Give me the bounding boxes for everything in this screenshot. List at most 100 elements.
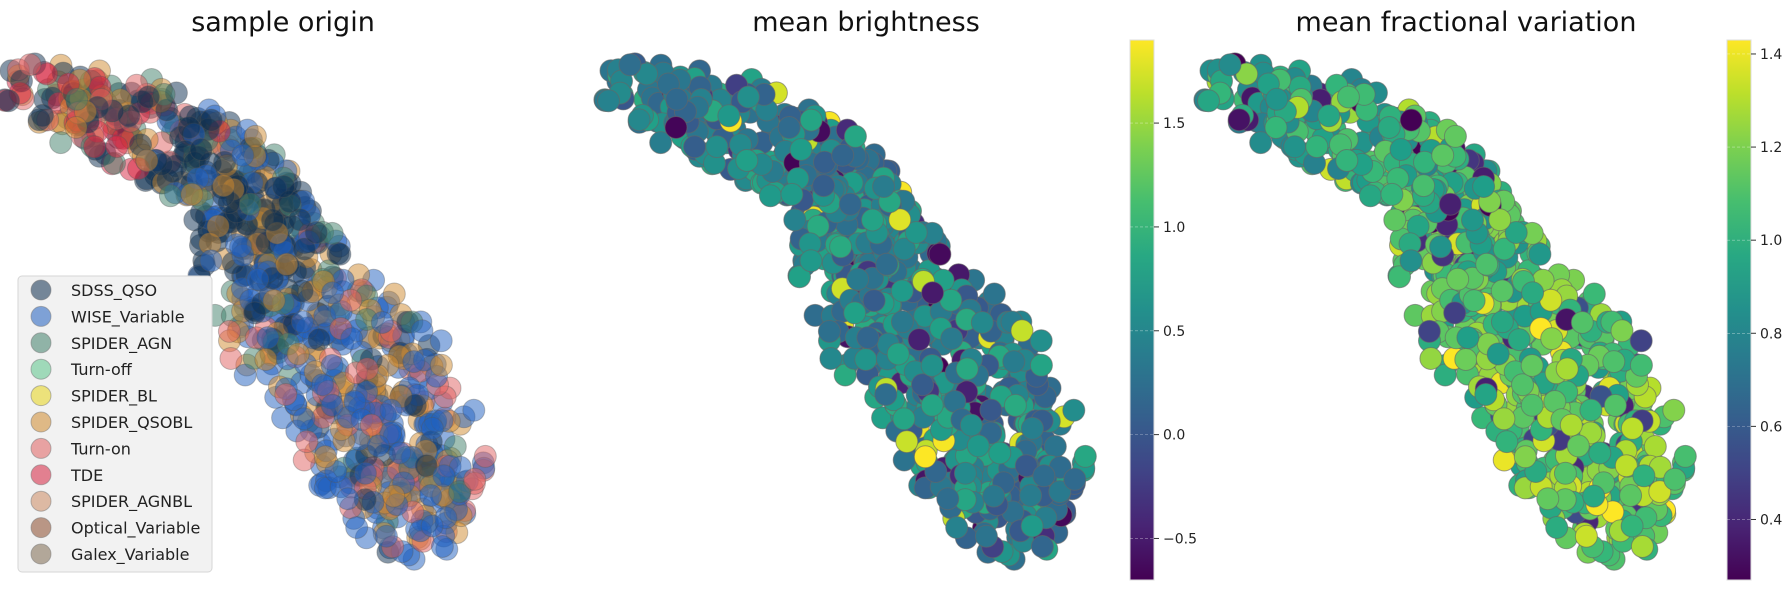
scatter-point bbox=[920, 393, 944, 417]
scatter-point bbox=[1511, 373, 1534, 397]
scatter-point bbox=[1540, 327, 1564, 351]
scatter-point bbox=[970, 311, 994, 334]
scatter-point bbox=[135, 149, 159, 172]
scatter-point bbox=[1648, 480, 1672, 504]
scatter-point bbox=[336, 487, 360, 511]
scatter-point bbox=[649, 131, 673, 155]
scatter-point bbox=[256, 326, 280, 350]
scatter-point bbox=[1643, 435, 1667, 458]
scatter-point bbox=[979, 398, 1003, 422]
scatter-point bbox=[1490, 310, 1514, 334]
scatter-point bbox=[1010, 319, 1034, 343]
scatter-point bbox=[838, 192, 862, 216]
colorbar-mean-fractional-variation: 0.4 0.6 0.8 1.0 1.2 1.4 bbox=[1726, 39, 1782, 581]
panel3-title: mean fractional variation bbox=[1296, 7, 1637, 38]
scatter-point bbox=[874, 383, 898, 406]
scatter-point bbox=[1582, 282, 1606, 306]
scatter-point bbox=[1504, 221, 1528, 244]
scatter-point bbox=[463, 467, 487, 491]
legend-label: SDSS_QSO bbox=[71, 281, 157, 301]
scatter-point bbox=[1620, 514, 1644, 538]
scatter-point bbox=[420, 416, 444, 440]
scatter-point bbox=[920, 354, 944, 377]
scatter-point bbox=[1588, 441, 1612, 465]
scatter-point bbox=[1610, 319, 1634, 343]
scatter-point bbox=[1020, 416, 1044, 440]
scatter-point bbox=[854, 348, 878, 371]
scatter-point bbox=[890, 310, 914, 334]
scatter-point bbox=[1462, 289, 1486, 313]
scatter-point bbox=[1632, 464, 1656, 488]
scatter-point bbox=[1475, 252, 1499, 276]
scatter-point bbox=[382, 484, 406, 508]
scatter-point bbox=[462, 398, 486, 422]
scatter-point bbox=[777, 116, 801, 139]
colorbar-tick-label: 1.2 bbox=[1760, 140, 1782, 156]
scatter-point bbox=[304, 221, 328, 244]
scatter-point bbox=[311, 373, 334, 397]
scatter-point bbox=[913, 445, 937, 469]
scatter-point bbox=[1431, 143, 1455, 167]
scatter-point bbox=[382, 282, 406, 306]
legend-marker bbox=[30, 490, 52, 512]
legend-label: Optical_Variable bbox=[71, 519, 200, 539]
scatter-point bbox=[988, 441, 1012, 465]
scatter-point bbox=[374, 524, 398, 548]
scatter-point bbox=[1553, 461, 1577, 485]
scatter-point bbox=[1019, 484, 1043, 507]
scatter-point bbox=[275, 252, 299, 276]
scatter-point bbox=[789, 138, 813, 161]
scatter-point bbox=[982, 484, 1006, 508]
scatter-point bbox=[1419, 347, 1443, 370]
scatter-point bbox=[966, 434, 990, 458]
scatter-point bbox=[429, 329, 453, 353]
scatter-point bbox=[1335, 149, 1359, 172]
scatter-point bbox=[320, 354, 344, 377]
scatter-point bbox=[875, 252, 899, 276]
scatter-point bbox=[1603, 393, 1627, 417]
scatter-point bbox=[886, 342, 910, 366]
legend-marker bbox=[30, 464, 52, 486]
scatter-point bbox=[1570, 311, 1594, 334]
scatter-point bbox=[1305, 135, 1329, 159]
colorbar-mean-brightness: −0.5 0.0 0.5 1.0 1.5 bbox=[1129, 39, 1197, 581]
scatter-point bbox=[959, 413, 983, 437]
scatter-point bbox=[65, 87, 89, 111]
scatter-point bbox=[429, 353, 453, 377]
scatter-point bbox=[907, 328, 931, 352]
colorbar-gradient bbox=[1129, 39, 1155, 581]
scatter-point bbox=[388, 441, 412, 465]
scatter-point bbox=[1495, 430, 1519, 454]
legend-label: Turn-off bbox=[70, 360, 133, 379]
scatter-point bbox=[320, 393, 344, 417]
scatter-point bbox=[817, 319, 841, 343]
scatter-point bbox=[177, 116, 201, 139]
legend-marker bbox=[30, 517, 52, 539]
scatter-mean-brightness bbox=[593, 52, 1097, 571]
scatter-point bbox=[261, 208, 284, 232]
scatter-point bbox=[1579, 398, 1603, 422]
scatter-point bbox=[290, 310, 314, 334]
scatter-point bbox=[353, 461, 377, 485]
scatter-point bbox=[345, 516, 369, 539]
scatter-point bbox=[1030, 535, 1054, 558]
scatter-point bbox=[1249, 131, 1273, 155]
scatter-point bbox=[219, 347, 243, 370]
legend-label: WISE_Variable bbox=[71, 307, 185, 327]
legend-label: SPIDER_AGN bbox=[71, 334, 172, 354]
scatter-point bbox=[683, 135, 707, 159]
scatter-point bbox=[1492, 237, 1516, 261]
legend: SDSS_QSO WISE_Variable SPIDER_AGN Turn-off S… bbox=[17, 275, 213, 573]
scatter-point bbox=[892, 237, 916, 261]
scatter-point bbox=[1227, 108, 1251, 132]
scatter-point bbox=[1043, 435, 1067, 458]
legend-marker bbox=[30, 279, 52, 301]
colorbar-tick-label: 0.5 bbox=[1163, 324, 1185, 340]
scatter-point bbox=[1218, 53, 1242, 77]
scatter-point bbox=[1283, 135, 1307, 159]
scatter-point bbox=[473, 444, 497, 468]
scatter-point bbox=[862, 289, 886, 313]
scatter-point bbox=[1336, 85, 1360, 109]
scatter-point bbox=[262, 289, 286, 313]
